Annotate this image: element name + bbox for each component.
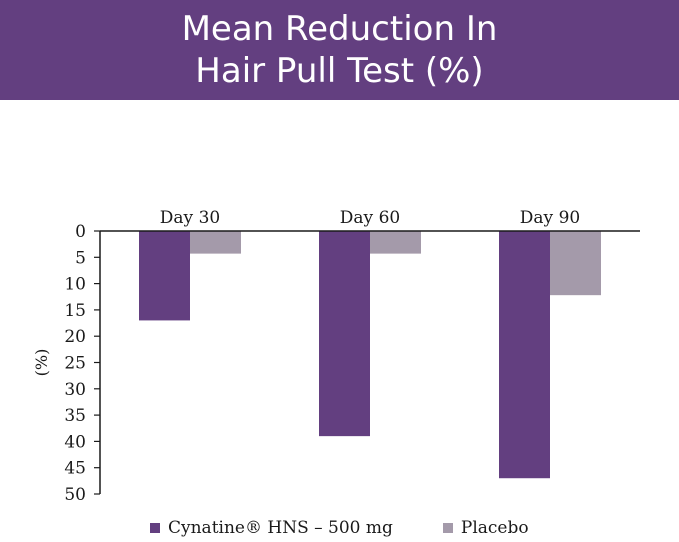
chart-title-banner: Mean Reduction In Hair Pull Test (%) [0,0,679,100]
bar-cynatine-day-60 [319,231,370,437]
chart-title-line-1: Mean Reduction In [181,9,498,49]
category-label-day-30: Day 30 [160,208,220,228]
y-tick-label-20: 20 [64,327,86,347]
bar-placebo-day-60 [370,231,421,254]
chart-legend: Cynatine® HNS – 500 mg Placebo [150,516,570,540]
y-tick-label-5: 5 [75,248,86,268]
y-tick-label-40: 40 [64,432,86,452]
y-tick-label-45: 45 [64,459,86,479]
legend-swatch-cynatine [150,523,160,533]
bar-cynatine-day-90 [499,231,550,479]
category-label-day-90: Day 90 [520,208,580,228]
legend-label-cynatine: Cynatine® HNS – 500 mg [168,518,393,538]
y-tick-label-15: 15 [64,301,86,321]
bar-placebo-day-30 [190,231,241,254]
y-tick-label-30: 30 [64,380,86,400]
legend-swatch-placebo [442,523,453,533]
category-label-day-60: Day 60 [340,208,400,228]
legend-item-cynatine: Cynatine® HNS – 500 mg [150,518,393,538]
chart-title-line-2: Hair Pull Test (%) [195,51,484,91]
y-tick-label-35: 35 [64,406,86,426]
legend-item-placebo: Placebo [442,518,529,538]
y-tick-label-50: 50 [64,485,86,505]
y-tick-label-0: 0 [75,222,86,242]
y-axis-label: (%) [32,349,51,377]
y-tick-label-25: 25 [64,354,86,374]
bar-placebo-day-90 [550,231,601,296]
bar-cynatine-day-30 [139,231,190,321]
legend-label-placebo: Placebo [460,518,529,538]
y-tick-label-10: 10 [64,275,86,295]
